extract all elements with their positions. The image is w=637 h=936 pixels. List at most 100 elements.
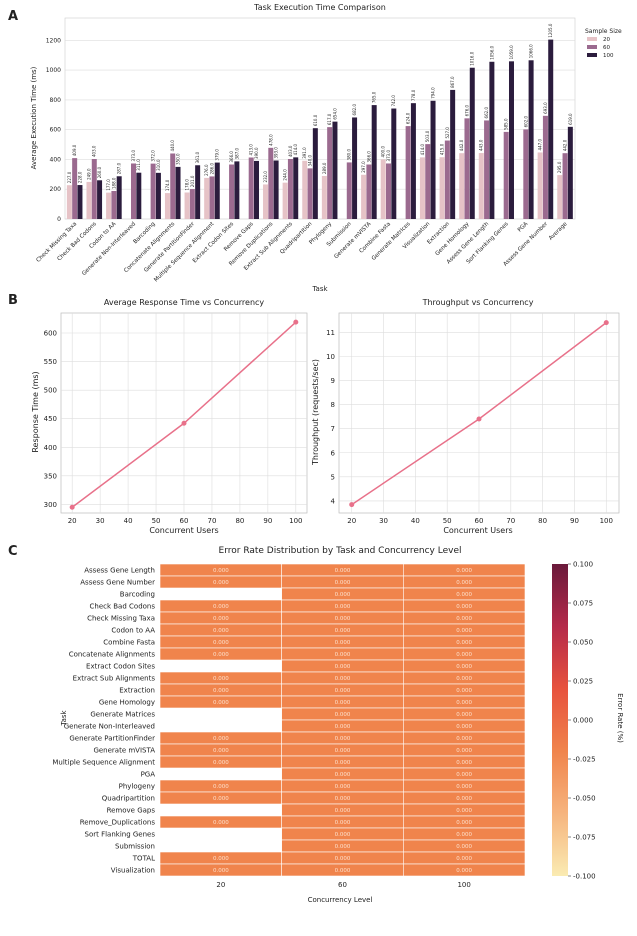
x-tick-label: 100 xyxy=(600,517,613,525)
y-tick-label: 4 xyxy=(331,497,336,505)
column-label: 100 xyxy=(457,881,470,889)
bar-60 xyxy=(287,158,293,219)
bar-100 xyxy=(450,89,456,219)
cell-value-label: 0.000 xyxy=(213,628,229,634)
bar-value-label: 403.0 xyxy=(92,145,97,157)
cell-value-label: 0.000 xyxy=(456,712,472,718)
colorbar-tick-label: 0.025 xyxy=(573,678,593,686)
cell-value-label: 0.000 xyxy=(456,760,472,766)
bar-value-label: 244.0 xyxy=(283,169,288,181)
bar-100 xyxy=(293,157,299,219)
cell-value-label: 0.000 xyxy=(456,568,472,574)
bar-100 xyxy=(136,172,142,219)
cell-value-label: 0.000 xyxy=(335,844,351,850)
bar-60 xyxy=(307,168,313,219)
bar-value-label: 174.0 xyxy=(165,179,170,191)
cell-value-label: 0.000 xyxy=(213,784,229,790)
bar-value-label: 311.0 xyxy=(136,159,141,171)
cell-value-label: 0.000 xyxy=(456,676,472,682)
bar-100 xyxy=(469,67,475,220)
row-label: Codon to AA xyxy=(111,627,155,635)
cell-value-label: 0.000 xyxy=(335,568,351,574)
bar-value-label: 260.0 xyxy=(97,166,102,178)
data-point xyxy=(476,416,482,422)
bar-value-label: 1056.0 xyxy=(489,45,494,59)
cell-value-label: 0.000 xyxy=(213,748,229,754)
bar-value-label: 295.0 xyxy=(557,161,562,173)
legend-title: Sample Size xyxy=(585,28,622,35)
bar-100 xyxy=(371,105,377,219)
bar-value-label: 742.0 xyxy=(391,95,396,107)
bar-value-label: 373.0 xyxy=(386,150,391,162)
y-tick-label: 800 xyxy=(50,97,62,104)
cell-value-label: 0.000 xyxy=(456,784,472,790)
bar-value-label: 413.0 xyxy=(249,144,254,156)
bar-value-label: 276.0 xyxy=(204,164,209,176)
cell-value-label: 0.000 xyxy=(456,616,472,622)
bar-value-label: 1016.0 xyxy=(470,51,475,65)
response-chart-title: Average Response Time vs Concurrency xyxy=(104,298,265,307)
cell-value-label: 0.000 xyxy=(213,616,229,622)
y-tick-label: 7 xyxy=(331,425,335,433)
colorbar-tick-label: -0.025 xyxy=(573,756,596,764)
cell-value-label: 0.000 xyxy=(456,868,472,874)
bar-value-label: 227.0 xyxy=(67,171,72,183)
cell-value-label: 0.000 xyxy=(335,736,351,742)
x-tick-label: 60 xyxy=(475,517,484,525)
bar-value-label: 440.0 xyxy=(170,140,175,152)
bar-100 xyxy=(234,161,240,219)
bar-100 xyxy=(332,121,338,219)
bar-value-label: 662.0 xyxy=(484,107,489,119)
bar-100 xyxy=(116,176,122,219)
cell-value-label: 0.000 xyxy=(335,832,351,838)
y-tick-label: 8 xyxy=(331,401,335,409)
colorbar-tick-label: -0.100 xyxy=(573,873,596,881)
cell-value-label: 0.000 xyxy=(456,808,472,814)
cell-value-label: 0.000 xyxy=(335,700,351,706)
x-tick-label: 40 xyxy=(411,517,420,525)
bar-value-label: 201.0 xyxy=(190,175,195,187)
colorbar-tick-label: 0.100 xyxy=(573,561,593,569)
x-tick-label: 50 xyxy=(152,517,161,525)
bar-60 xyxy=(91,158,97,219)
throughput-chart-title: Throughput vs Concurrency xyxy=(422,298,534,307)
bar-value-label: 443.0 xyxy=(479,139,484,151)
bar-100 xyxy=(352,117,358,219)
row-label: Generate mVISTA xyxy=(93,747,155,755)
bar-value-label: 372.0 xyxy=(151,150,156,162)
bar-20 xyxy=(459,153,465,219)
x-tick-label: Average xyxy=(548,221,569,242)
x-tick-label: 50 xyxy=(443,517,452,525)
bar-value-label: 794.0 xyxy=(430,87,435,99)
cell-value-label: 0.000 xyxy=(456,604,472,610)
bar-value-label: 624.0 xyxy=(406,112,411,124)
bar-value-label: 391.0 xyxy=(302,147,307,159)
bar-value-label: 617.0 xyxy=(327,113,332,125)
cell-value-label: 0.000 xyxy=(335,652,351,658)
x-tick-label: 90 xyxy=(263,517,272,525)
bar-value-label: 373.0 xyxy=(131,150,136,162)
bar-20 xyxy=(380,159,386,219)
bar-60 xyxy=(503,131,509,219)
cell-value-label: 0.000 xyxy=(335,676,351,682)
bar-value-label: 778.0 xyxy=(411,89,416,101)
cell-value-label: 0.000 xyxy=(213,700,229,706)
panel-label-a: A xyxy=(8,9,18,24)
response-chart: 20 30 40 50 60 70 80 90 100 300 350 400 450 500 550 600 xyxy=(44,312,308,525)
bar-60 xyxy=(444,140,450,219)
y-tick-label: 1200 xyxy=(46,37,61,44)
cell-value-label: 0.000 xyxy=(335,712,351,718)
bar-60 xyxy=(523,129,529,219)
legend-swatch-100 xyxy=(587,53,597,57)
bar-20 xyxy=(361,174,367,219)
data-point xyxy=(603,320,609,326)
x-tick-label: 100 xyxy=(289,517,302,525)
bar-value-label: 610.0 xyxy=(313,114,318,126)
heatmap: Assess Gene Length 0.000 0.000 0.000 Assess … xyxy=(52,561,595,890)
bar-value-label: 228.0 xyxy=(77,171,82,183)
heatmap-cell xyxy=(403,863,526,877)
x-tick-label: 20 xyxy=(68,517,77,525)
bar-value-label: 693.0 xyxy=(543,102,548,114)
legend: 20 60 100 xyxy=(587,37,614,59)
x-tick-label: 90 xyxy=(570,517,579,525)
